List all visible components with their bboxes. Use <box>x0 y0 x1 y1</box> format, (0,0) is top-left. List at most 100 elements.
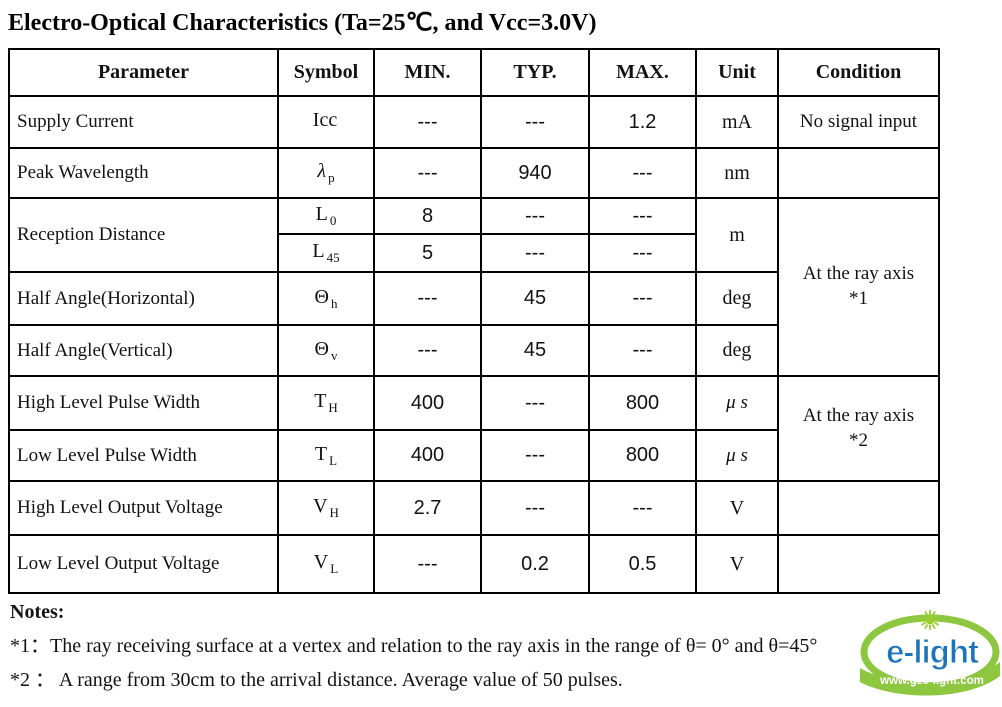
min-cell: --- <box>373 534 482 594</box>
max-cell: 800 <box>588 375 697 431</box>
note-1: *1：The ray receiving surface at a vertex… <box>10 635 818 657</box>
symbol-base: Icc <box>312 109 338 131</box>
param-cell: Half Angle(Vertical) <box>8 324 279 377</box>
symbol-base: V <box>313 551 329 573</box>
symbol-cell: L 45 <box>277 233 375 273</box>
row-reception-distance-l45: L 45 5 --- --- <box>9 233 939 273</box>
min-cell: --- <box>373 147 482 199</box>
symbol-base: λ <box>317 160 327 182</box>
param-cell: Supply Current <box>8 95 279 149</box>
unit-cell: m <box>695 197 779 273</box>
max-cell: --- <box>588 324 697 377</box>
condition-cell <box>777 147 940 199</box>
symbol-base: T <box>314 442 328 465</box>
symbol-base: L <box>312 240 325 262</box>
symbol-sub: p <box>328 170 335 185</box>
symbol-base: Θ <box>314 337 329 360</box>
symbol-sub: 0 <box>329 213 337 228</box>
max-cell: --- <box>588 233 697 273</box>
symbol-sub: H <box>328 400 338 415</box>
min-cell: 5 <box>373 233 482 273</box>
typ-cell: 0.2 <box>480 534 590 594</box>
param-cell: Reception Distance <box>8 197 279 273</box>
condition-cell <box>777 534 940 594</box>
typ-cell: --- <box>480 233 590 273</box>
symbol-sub: v <box>330 347 338 363</box>
param-cell: Peak Wavelength <box>8 147 279 199</box>
notes-heading: Notes: <box>10 601 65 623</box>
max-cell: 0.5 <box>588 534 697 594</box>
typ-cell: --- <box>480 95 590 149</box>
eo-characteristics-table: Parameter Symbol MIN. TYP. MAX. Unit Con… <box>8 48 940 594</box>
unit-cell: deg <box>695 271 779 326</box>
typ-cell: 940 <box>480 147 590 199</box>
max-cell: --- <box>588 480 697 536</box>
unit-cell: μ s <box>695 429 779 482</box>
logo-banner-swoosh <box>860 662 1000 696</box>
symbol-base: V <box>313 495 328 517</box>
condition-cell: No signal input <box>777 95 940 149</box>
symbol-base: L <box>315 203 328 225</box>
min-cell: 400 <box>373 429 482 482</box>
e-light-logo: e-light www.gze-light.com <box>854 610 1002 702</box>
logo-brand-text: e-light <box>886 633 979 670</box>
typ-cell: 45 <box>480 324 590 377</box>
condition-cell-ray-axis-2: At the ray axis *2 <box>777 375 940 482</box>
max-cell: 1.2 <box>588 95 697 149</box>
col-header-max: MAX. <box>588 48 697 97</box>
min-cell: 2.7 <box>373 480 482 536</box>
symbol-sub: 45 <box>326 250 340 265</box>
typ-cell: --- <box>480 480 590 536</box>
note-2: *2 ： A range from 30cm to the arrival di… <box>10 669 623 691</box>
min-cell: --- <box>373 95 482 149</box>
param-cell: Low Level Output Voltage <box>8 534 279 594</box>
condition-cell-ray-axis-1: At the ray axis *1 <box>777 197 940 377</box>
unit-cell: V <box>695 480 779 536</box>
min-cell: 400 <box>373 375 482 431</box>
col-header-parameter: Parameter <box>8 48 279 97</box>
param-cell: Low Level Pulse Width <box>8 429 279 482</box>
header-row: Parameter Symbol MIN. TYP. MAX. Unit Con… <box>8 48 940 97</box>
typ-cell: --- <box>480 197 590 235</box>
unit-cell: nm <box>695 147 779 199</box>
param-cell: Half Angle(Horizontal) <box>8 271 279 326</box>
unit-cell: V <box>695 534 779 594</box>
row-supply-current: Supply Current Icc --- --- 1.2 mA No sig… <box>8 95 940 149</box>
min-cell: --- <box>373 324 482 377</box>
param-cell: High Level Output Voltage <box>8 480 279 536</box>
col-header-unit: Unit <box>695 48 779 97</box>
max-cell: --- <box>588 147 697 199</box>
typ-cell: --- <box>480 375 590 431</box>
symbol-sub: L <box>330 561 339 576</box>
min-cell: 8 <box>373 197 482 235</box>
page-title: Electro-Optical Characteristics (Ta=25℃,… <box>8 10 597 36</box>
typ-cell: 45 <box>480 271 590 326</box>
min-cell: --- <box>373 271 482 326</box>
notes-section: Notes: *1：The ray receiving surface at a… <box>10 601 990 692</box>
symbol-base: Θ <box>314 285 329 308</box>
condition-line: At the ray axis <box>802 404 915 426</box>
param-cell: High Level Pulse Width <box>8 375 279 431</box>
unit-cell: deg <box>695 324 779 377</box>
sun-icon <box>920 610 940 630</box>
typ-cell: --- <box>480 429 590 482</box>
col-header-symbol: Symbol <box>277 48 375 97</box>
max-cell: --- <box>588 271 697 326</box>
col-header-typ: TYP. <box>480 48 590 97</box>
